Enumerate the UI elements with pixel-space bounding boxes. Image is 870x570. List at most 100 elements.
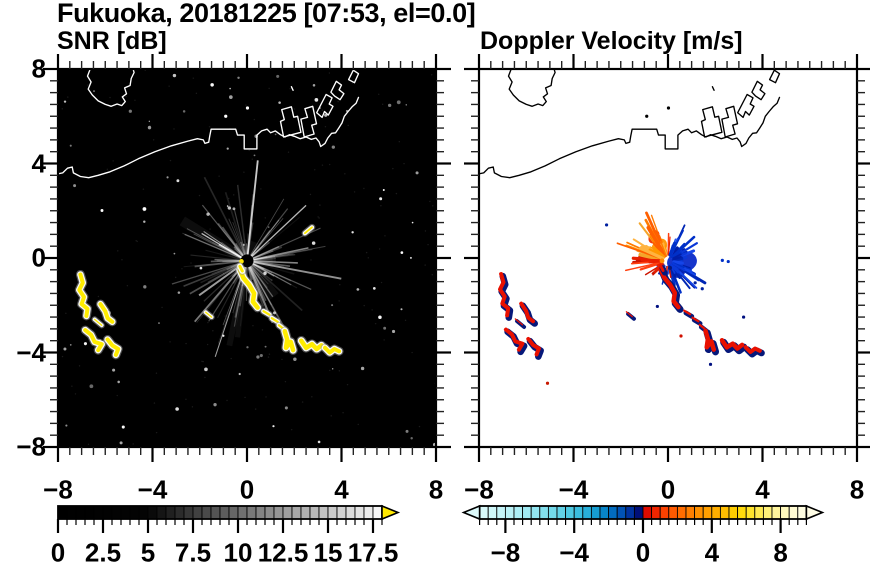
colorbar-segment [556, 505, 567, 520]
islet-dot [245, 106, 250, 110]
colorbar-segment [192, 505, 203, 520]
colorbar-segment [147, 505, 158, 520]
echo-blob [83, 328, 104, 353]
snr-x-tick-label-0: −8 [43, 474, 73, 505]
echo-blob [105, 337, 121, 357]
doppler-x-tick-label-1: −4 [558, 474, 589, 505]
colorbar-segment [522, 505, 532, 520]
velocity-colorbar-label-1: −4 [559, 537, 590, 568]
echo-blob [659, 264, 665, 272]
colorbar-segment [608, 505, 618, 520]
echo-blob [526, 337, 541, 357]
doppler-panel-title: Doppler Velocity [m/s] [480, 27, 743, 55]
y-tick-label-0: 8 [31, 53, 46, 84]
colorbar-segment [702, 505, 713, 520]
snr-panel-content [58, 69, 436, 447]
colorbar-segment [66, 505, 77, 520]
colorbar-under-arrow [461, 504, 481, 521]
colorbar-segment [676, 505, 687, 520]
colorbar-segment [590, 505, 601, 520]
colorbar-segment [282, 505, 293, 520]
colorbar-segment [363, 505, 374, 520]
colorbar-segment [530, 505, 541, 520]
colorbar-segment [174, 505, 185, 520]
doppler-x-tick-label-2: 0 [660, 474, 676, 505]
echo-blob [323, 345, 342, 355]
echo-blob [514, 318, 524, 326]
harbor-pier [330, 80, 345, 101]
echo-blob [497, 272, 511, 318]
colorbar-segment [300, 505, 311, 520]
colorbar-segment [685, 505, 696, 520]
colorbar-segment [788, 505, 799, 520]
colorbar-segment [336, 505, 347, 520]
colorbar-segment [246, 505, 257, 520]
snr-colorbar-label-7: 17.5 [347, 537, 399, 568]
echo-blob [237, 267, 260, 310]
colorbar-segment [291, 505, 302, 520]
velocity-colorbar-label-4: 8 [773, 537, 788, 568]
echo-blob [719, 337, 745, 351]
colorbar-segment [513, 505, 524, 520]
colorbar-segment [504, 505, 515, 520]
harbor-pier [700, 106, 723, 138]
echo-blob [691, 316, 700, 323]
colorbar-segment [659, 505, 670, 520]
harbor-pier [316, 93, 334, 119]
colorbar-segment [84, 505, 95, 520]
snr-colorbar [56, 504, 401, 533]
echo-blob [270, 317, 279, 323]
colorbar-segment [762, 505, 773, 520]
colorbar-segment [539, 505, 549, 520]
harbor-pier [711, 86, 715, 91]
echo-blob [205, 311, 213, 318]
colorbar-segment [57, 505, 68, 520]
coastline-island [507, 69, 556, 107]
colorbar-segment [668, 505, 678, 520]
colorbar-segment [797, 505, 807, 520]
echo-blob [683, 309, 692, 316]
y-tick-label-4: −8 [16, 431, 46, 462]
doppler-x-tick-label-0: −8 [464, 474, 494, 505]
colorbar-segment [651, 505, 661, 520]
velocity-colorbar-label-2: 0 [635, 537, 651, 568]
colorbar-segment [642, 505, 653, 520]
snr-colorbar-label-0: 0 [50, 537, 66, 568]
echo-blob [519, 301, 535, 324]
islet-dot [224, 114, 228, 118]
echo-blob [282, 328, 296, 353]
harbor-pier [721, 105, 739, 138]
snr-echoes [74, 223, 344, 360]
colorbar-segment [210, 505, 221, 520]
echo-blob [262, 310, 271, 316]
colorbar-segment [102, 505, 113, 520]
echo-blob [625, 311, 633, 318]
colorbar-segment [129, 505, 140, 520]
echo-blob [703, 328, 717, 352]
snr-colorbar-label-6: 15 [313, 537, 343, 568]
colorbar-segment [625, 505, 635, 520]
y-tick-label-2: 0 [31, 242, 46, 273]
colorbar-segment [201, 505, 212, 520]
colorbar-segment [711, 505, 721, 520]
colorbar-segment [719, 505, 730, 520]
colorbar-segment [309, 505, 320, 520]
colorbar-segment [156, 505, 167, 520]
colorbar-over-arrow [381, 504, 401, 521]
coastline-main [58, 96, 360, 179]
echo-blob [299, 338, 324, 352]
colorbar-segment [479, 505, 489, 520]
harbor-pier [300, 105, 318, 138]
colorbar-segment [264, 505, 275, 520]
colorbar-segment [354, 505, 365, 520]
colorbar-segment [75, 505, 86, 520]
velocity-colorbar-label-3: 4 [704, 537, 720, 568]
colorbar-segment [273, 505, 284, 520]
colorbar-segment [771, 505, 782, 520]
colorbar-segment [318, 505, 329, 520]
coastline-main [479, 96, 781, 179]
snr-x-tick-label-4: 8 [428, 474, 444, 505]
colorbar-segment [219, 505, 230, 520]
echo-blob [658, 267, 681, 310]
